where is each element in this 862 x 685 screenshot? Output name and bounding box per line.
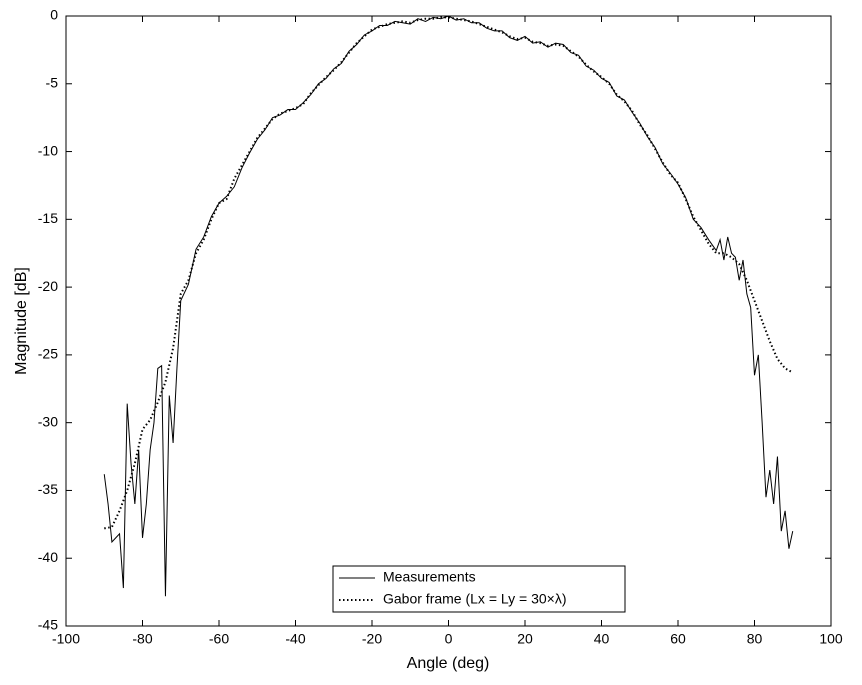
y-tick-label: -45 bbox=[38, 617, 58, 633]
legend-label: Gabor frame (Lx = Ly = 30×λ) bbox=[383, 591, 567, 607]
legend-box bbox=[332, 565, 626, 613]
y-tick-label: -5 bbox=[46, 74, 59, 90]
series-line bbox=[103, 15, 794, 597]
y-tick-label: -30 bbox=[38, 413, 58, 429]
y-tick-label: -40 bbox=[38, 549, 58, 565]
x-tick-label: 20 bbox=[517, 631, 533, 647]
y-tick-label: -20 bbox=[38, 278, 58, 294]
x-tick-label: -100 bbox=[52, 631, 80, 647]
x-tick-label: -60 bbox=[209, 631, 229, 647]
y-tick-label: -10 bbox=[38, 142, 58, 158]
legend-label: Measurements bbox=[383, 569, 476, 585]
y-tick-label: -15 bbox=[38, 210, 58, 226]
x-tick-label: -20 bbox=[362, 631, 382, 647]
y-tick-label: 0 bbox=[50, 7, 58, 23]
x-tick-label: 40 bbox=[594, 631, 610, 647]
x-tick-label: -40 bbox=[285, 631, 305, 647]
x-tick-label: 100 bbox=[819, 631, 843, 647]
y-tick-label: -35 bbox=[38, 481, 58, 497]
x-axis-label: Angle (deg) bbox=[407, 655, 490, 672]
plot-frame bbox=[65, 15, 832, 627]
x-tick-label: 0 bbox=[445, 631, 453, 647]
x-tick-label: -80 bbox=[132, 631, 152, 647]
y-axis-label: Magnitude [dB] bbox=[13, 267, 30, 375]
x-tick-label: 60 bbox=[670, 631, 686, 647]
x-tick-label: 80 bbox=[747, 631, 763, 647]
y-tick-label: -25 bbox=[38, 346, 58, 362]
series-line bbox=[104, 16, 794, 530]
